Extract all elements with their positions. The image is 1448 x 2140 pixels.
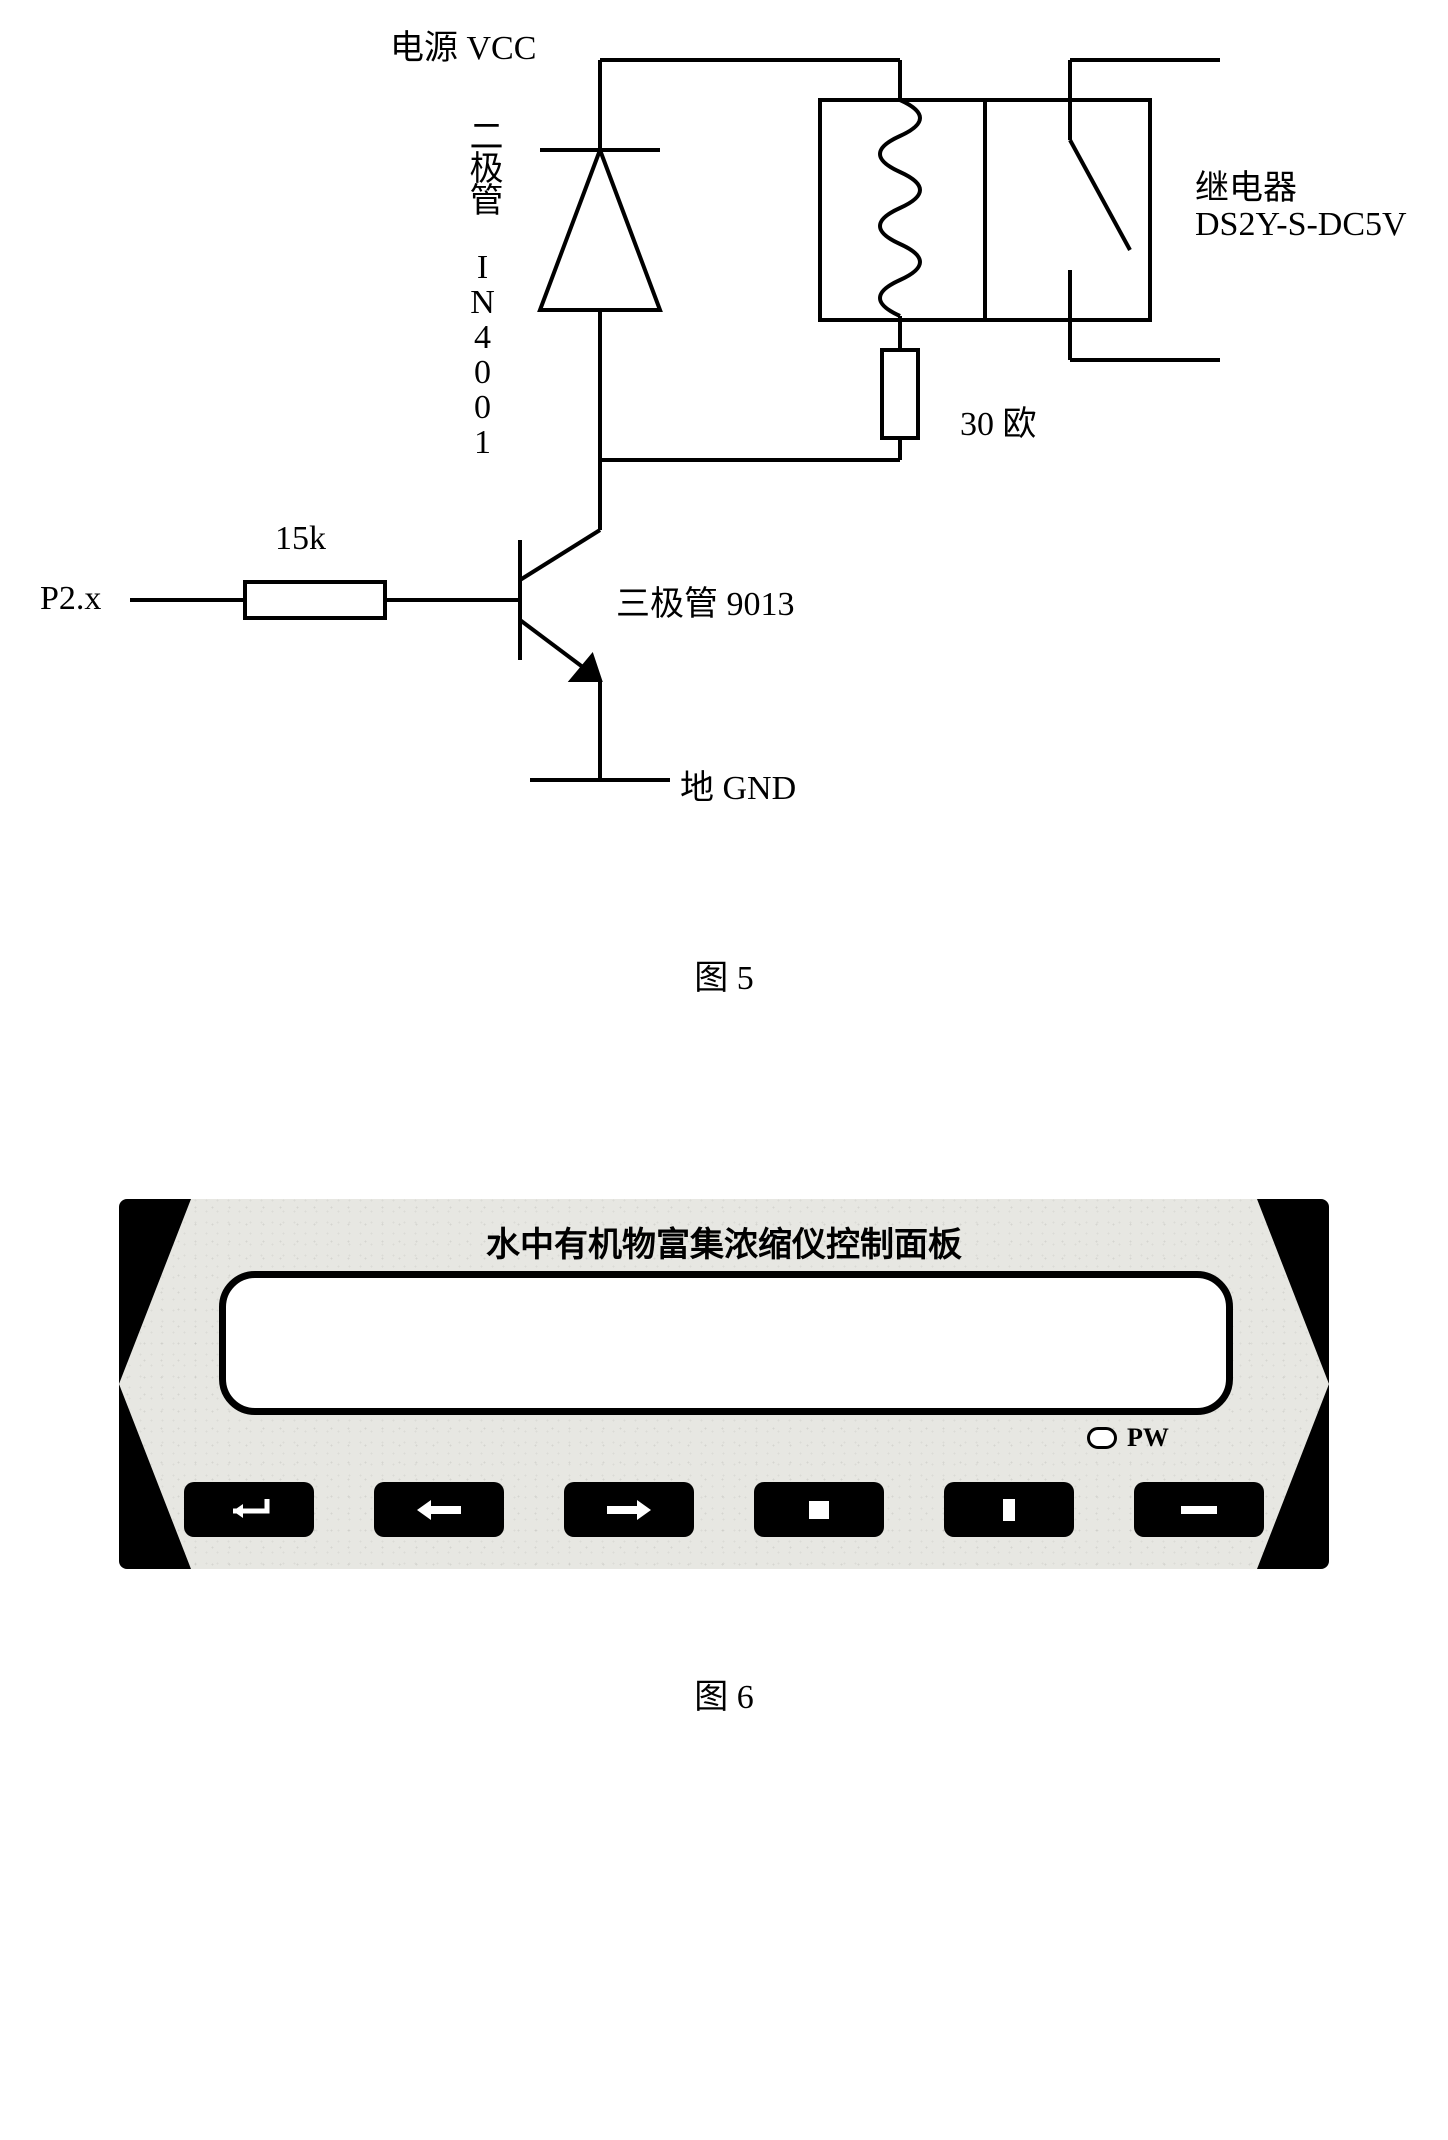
fig6-caption: 图 6 <box>20 1669 1428 1718</box>
fig5-caption: 图 5 <box>20 950 1428 999</box>
enter-icon <box>219 1495 279 1525</box>
btn-right[interactable] <box>564 1482 694 1537</box>
power-indicator: PW <box>1087 1423 1169 1453</box>
power-label: PW <box>1127 1423 1169 1453</box>
button-row <box>119 1482 1329 1537</box>
arrow-right-icon <box>599 1495 659 1525</box>
power-led-icon <box>1087 1427 1117 1449</box>
control-panel: 水中有机物富集浓缩仪控制面板 PW <box>119 1199 1329 1569</box>
btn-bar[interactable] <box>1134 1482 1264 1537</box>
label-diode: 二极管 IN4001 <box>458 118 507 459</box>
label-p2x: P2.x <box>40 580 101 618</box>
label-gnd: 地 GND <box>680 760 796 809</box>
circuit-diagram: 电源 VCC 二极管 IN4001 15k P2.x 三极管 9013 地 GN… <box>20 20 1428 920</box>
label-r15k: 15k <box>275 520 326 558</box>
label-relay2: DS2Y-S-DC5V <box>1195 206 1407 244</box>
stop-icon <box>789 1495 849 1525</box>
bar-icon <box>1169 1495 1229 1525</box>
lcd-display <box>219 1271 1233 1415</box>
label-relay1: 继电器 <box>1195 160 1297 209</box>
btn-enter[interactable] <box>184 1482 314 1537</box>
panel-title: 水中有机物富集浓缩仪控制面板 <box>119 1217 1329 1266</box>
label-vcc: 电源 VCC <box>390 20 536 69</box>
label-r30: 30 欧 <box>960 396 1037 445</box>
btn-stop-2[interactable] <box>944 1482 1074 1537</box>
panel-body: 水中有机物富集浓缩仪控制面板 PW <box>119 1199 1329 1569</box>
btn-left[interactable] <box>374 1482 504 1537</box>
arrow-left-icon <box>409 1495 469 1525</box>
stop-icon <box>979 1495 1039 1525</box>
label-transistor: 三极管 9013 <box>616 576 795 625</box>
btn-stop-1[interactable] <box>754 1482 884 1537</box>
